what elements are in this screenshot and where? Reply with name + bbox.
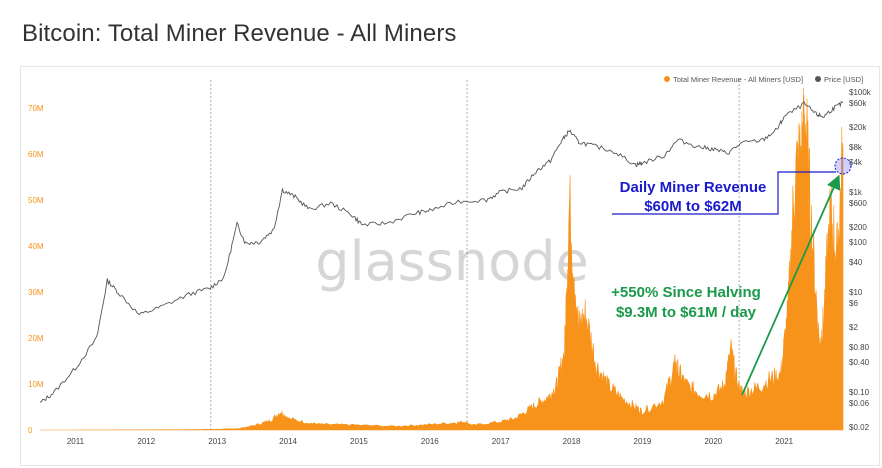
highlight-circle: [834, 157, 852, 175]
y-right-tick-label: $0.10: [849, 388, 870, 397]
x-tick-label: 2019: [634, 437, 652, 446]
x-tick-label: 2021: [775, 437, 793, 446]
x-tick-label: 2016: [421, 437, 439, 446]
y-right-tick-label: $10: [849, 288, 863, 297]
left-axis-ticks: 0 10M 20M 30M 40M 50M 60M 70M: [28, 104, 44, 435]
y-left-tick-label: 10M: [28, 380, 44, 389]
y-right-tick-label: $600: [849, 199, 867, 208]
y-right-tick-label: $40: [849, 258, 863, 267]
x-tick-label: 2018: [563, 437, 581, 446]
y-right-tick-label: $0.06: [849, 399, 870, 408]
y-right-tick-label: $60k: [849, 99, 867, 108]
annotation-bracket: [612, 171, 836, 215]
page-title: Bitcoin: Total Miner Revenue - All Miner…: [22, 20, 457, 47]
growth-arrow: [741, 174, 841, 396]
annotation-green-line1: +550% Since Halving: [611, 284, 761, 301]
x-tick-label: 2020: [704, 437, 722, 446]
y-right-tick-label: $0.40: [849, 358, 870, 367]
x-axis-ticks: 2011 2012 2013 2014 2015 2016 2017 2018 2019 2020…: [67, 437, 794, 446]
y-right-tick-label: $100: [849, 238, 867, 247]
watermark: glassnode: [315, 230, 588, 293]
y-right-tick-label: $8k: [849, 143, 863, 152]
price-line: [39, 101, 844, 403]
x-tick-label: 2015: [350, 437, 368, 446]
legend-revenue-label: Total Miner Revenue - All Miners [USD]: [673, 75, 803, 84]
y-left-tick-label: 0: [28, 426, 33, 435]
x-tick-label: 2011: [67, 437, 85, 446]
halving-lines: [210, 80, 740, 432]
y-left-tick-label: 20M: [28, 334, 44, 343]
y-right-tick-label: $6: [849, 299, 858, 308]
y-left-tick-label: 50M: [28, 196, 44, 205]
y-right-tick-label: $200: [849, 223, 867, 232]
legend: Total Miner Revenue - All Miners [USD] P…: [664, 75, 863, 84]
y-right-tick-label: $20k: [849, 123, 867, 132]
x-tick-label: 2017: [492, 437, 510, 446]
annotation-daily-revenue: Daily Miner Revenue $60M to $62M: [612, 157, 852, 215]
revenue-area: [40, 87, 844, 431]
legend-price-label: Price [USD]: [824, 75, 863, 84]
y-right-tick-label: $100k: [849, 88, 872, 97]
legend-price-swatch: [815, 76, 821, 82]
y-left-tick-label: 30M: [28, 288, 44, 297]
y-right-tick-label: $1k: [849, 188, 863, 197]
right-axis-ticks: $0.02 $0.06 $0.10 $0.40 $0.80 $2 $6 $10 $40 $100 $…: [849, 88, 872, 432]
annotation-blue-line2: $60M to $62M: [644, 198, 742, 215]
annotation-since-halving: +550% Since Halving $9.3M to $61M / day: [611, 174, 841, 396]
y-left-tick-label: 70M: [28, 104, 44, 113]
y-right-tick-label: $0.02: [849, 423, 870, 432]
y-left-tick-label: 60M: [28, 150, 44, 159]
annotation-green-line2: $9.3M to $61M / day: [616, 304, 757, 321]
x-tick-label: 2014: [279, 437, 297, 446]
x-tick-label: 2013: [208, 437, 226, 446]
y-right-tick-label: $0.80: [849, 343, 870, 352]
y-right-tick-label: $4k: [849, 158, 863, 167]
legend-revenue-swatch: [664, 76, 670, 82]
x-tick-label: 2012: [137, 437, 155, 446]
annotation-blue-line1: Daily Miner Revenue: [620, 179, 767, 196]
y-right-tick-label: $2: [849, 323, 858, 332]
y-left-tick-label: 40M: [28, 242, 44, 251]
